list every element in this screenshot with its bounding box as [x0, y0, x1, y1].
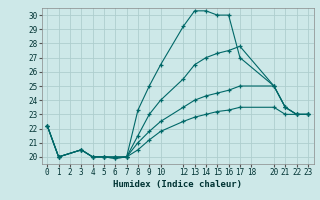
X-axis label: Humidex (Indice chaleur): Humidex (Indice chaleur)	[113, 180, 242, 189]
